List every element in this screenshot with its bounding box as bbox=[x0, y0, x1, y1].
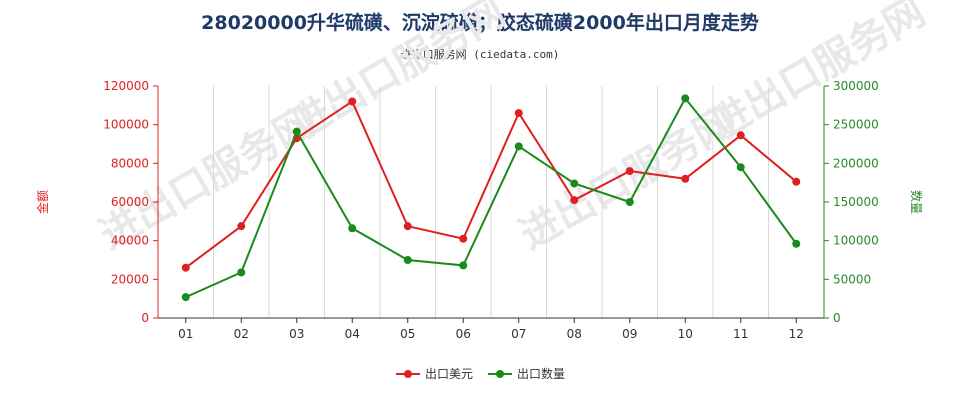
data-point bbox=[403, 222, 412, 231]
right-tick-label: 0 bbox=[833, 311, 841, 325]
right-tick-label: 300000 bbox=[833, 79, 879, 93]
x-tick-label: 10 bbox=[678, 327, 693, 341]
data-point bbox=[736, 163, 745, 172]
data-point bbox=[792, 239, 801, 248]
data-point bbox=[514, 142, 523, 151]
right-tick-label: 200000 bbox=[833, 156, 879, 170]
data-point bbox=[181, 293, 190, 302]
data-point bbox=[459, 234, 468, 243]
x-tick-label: 12 bbox=[789, 327, 804, 341]
x-tick-label: 09 bbox=[622, 327, 637, 341]
left-tick-label: 0 bbox=[141, 311, 149, 325]
data-point bbox=[459, 261, 468, 270]
x-tick-label: 05 bbox=[400, 327, 415, 341]
legend-marker bbox=[404, 370, 412, 378]
data-point bbox=[736, 131, 745, 140]
x-tick-label: 11 bbox=[733, 327, 748, 341]
chart-subtitle: 进出口服务网 (ciedata.com) bbox=[400, 48, 560, 61]
grid-lines bbox=[157, 86, 825, 318]
left-tick-label: 100000 bbox=[103, 118, 149, 132]
x-tick-label: 07 bbox=[511, 327, 526, 341]
right-tick-label: 250000 bbox=[833, 118, 879, 132]
data-point bbox=[570, 196, 579, 205]
x-tick-label: 04 bbox=[345, 327, 360, 341]
data-point bbox=[181, 263, 190, 272]
series-group bbox=[181, 94, 801, 302]
x-tick-label: 03 bbox=[289, 327, 304, 341]
data-point bbox=[348, 97, 357, 106]
data-point bbox=[570, 179, 579, 188]
data-point bbox=[292, 127, 301, 136]
left-tick-label: 20000 bbox=[111, 272, 149, 286]
data-point bbox=[237, 222, 246, 231]
x-tick-label: 02 bbox=[234, 327, 249, 341]
left-tick-label: 120000 bbox=[103, 79, 149, 93]
series-line bbox=[185, 96, 798, 299]
right-axis-title: 数量 bbox=[909, 190, 924, 214]
axes: 0 20000 40000 60000 80000 100000 120000 0 50000 1… bbox=[35, 79, 924, 341]
data-point bbox=[403, 256, 412, 264]
data-point bbox=[681, 174, 690, 183]
watermark-text: 进出口服务网 bbox=[282, 0, 513, 149]
legend-label: 出口数量 bbox=[517, 366, 565, 381]
right-tick-label: 150000 bbox=[833, 195, 879, 209]
right-tick-label: 100000 bbox=[833, 234, 879, 248]
left-tick-label: 80000 bbox=[111, 156, 149, 170]
x-tick-label: 08 bbox=[567, 327, 582, 341]
data-point bbox=[348, 224, 357, 233]
right-tick-label: 50000 bbox=[833, 272, 871, 286]
data-point bbox=[514, 109, 523, 118]
data-point bbox=[625, 198, 634, 206]
legend-marker bbox=[496, 370, 504, 378]
data-point bbox=[237, 268, 246, 277]
data-point bbox=[681, 94, 690, 103]
data-point bbox=[792, 177, 801, 186]
legend-label: 出口美元 bbox=[425, 367, 473, 381]
x-tick-label: 01 bbox=[178, 327, 193, 341]
data-point bbox=[625, 167, 634, 176]
legend: 出口美元 出口数量 bbox=[396, 366, 565, 381]
left-axis-title: 金额 bbox=[35, 190, 50, 214]
left-tick-label: 60000 bbox=[111, 195, 149, 209]
watermark-text: 进出口服务网 bbox=[702, 0, 933, 149]
x-tick-label: 06 bbox=[456, 327, 471, 341]
left-tick-label: 40000 bbox=[111, 234, 149, 248]
chart-title: 28020000升华硫磺、沉淀硫磺；胶态硫磺2000年出口月度走势 bbox=[201, 12, 759, 34]
